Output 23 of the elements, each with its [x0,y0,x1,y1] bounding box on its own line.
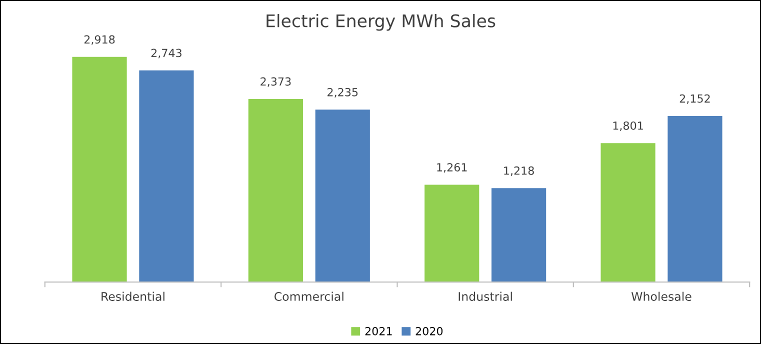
chart-title: Electric Energy MWh Sales [266,14,496,31]
bar [668,116,722,282]
x-tick-label: Industrial [458,292,512,301]
legend-label: 2020 [416,326,443,336]
bar [491,188,546,282]
data-label: 2,373 [260,77,291,87]
data-label: 2,152 [680,94,710,104]
legend-label: 2021 [365,326,392,336]
data-label: 2,743 [151,48,182,58]
bar [424,184,480,282]
x-tick-label: Residential [102,292,164,301]
bar [600,143,656,282]
bar [315,110,370,282]
data-label: 1,218 [504,166,534,176]
data-label: 2,235 [328,88,358,98]
x-tick-label: Commercial [274,292,344,301]
data-label: 2,918 [84,35,115,45]
bar [248,98,303,282]
bar [139,70,194,282]
x-tick-label: Wholesale [631,292,692,301]
data-label: 1,801 [613,121,643,131]
data-label: 1,261 [437,163,467,173]
bar [72,56,127,282]
